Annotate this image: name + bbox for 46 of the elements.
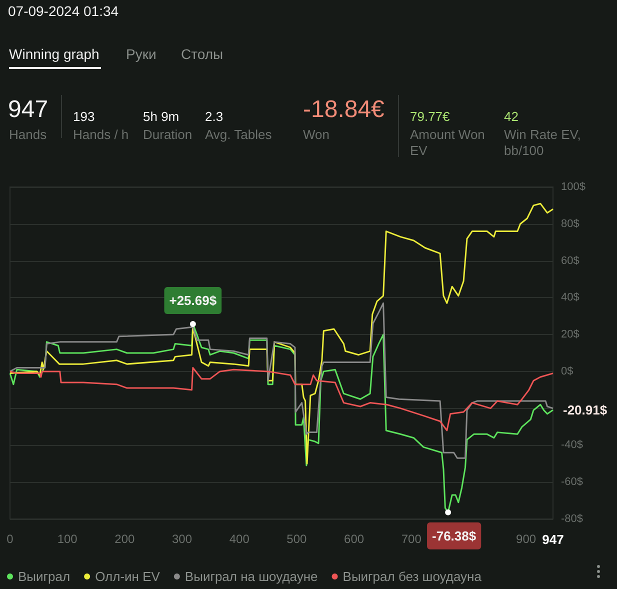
text: 79.77€ — [410, 109, 450, 125]
text: Hands / h — [73, 127, 129, 143]
annotation: +25.69$ — [169, 293, 218, 308]
annotation: -20.91$ — [563, 402, 608, 418]
line-series — [9, 367, 554, 432]
text: 947 — [8, 96, 48, 125]
text: 42 — [504, 109, 518, 125]
text: Winning graph — [9, 46, 100, 63]
x-tick-label: 0 — [6, 532, 14, 546]
x-tick-label: 900 — [516, 532, 536, 546]
y-tick-label: -40$ — [561, 439, 584, 452]
x-tick-label: 400 — [229, 532, 250, 546]
text: Руки — [126, 46, 156, 63]
chart-title: 07-09-2024 01:34 — [8, 3, 119, 20]
x-tick-label: 700 — [401, 532, 422, 546]
text: 5h 9m — [143, 109, 180, 125]
text: Win Rate EV, bb/100 — [504, 127, 582, 158]
legend-label: Выиграл — [18, 569, 70, 584]
y-tick-label: 100$ — [561, 181, 586, 193]
text: Столы — [181, 46, 224, 63]
x-tick-label: 600 — [344, 532, 364, 546]
text: Hands — [9, 127, 47, 143]
x-tick-label: 300 — [172, 532, 192, 546]
annotation: -76.38$ — [432, 528, 477, 544]
y-tick-label: 40$ — [561, 292, 580, 304]
legend-label: Выиграл на шоудауне — [184, 569, 318, 584]
y-tick-label: 20$ — [561, 328, 580, 341]
y-tick-label: -80$ — [561, 513, 584, 525]
y-tick-label: 0$ — [561, 365, 574, 378]
text: 2.3 — [205, 109, 224, 125]
x-tick-label: 200 — [114, 532, 136, 546]
x-tick-label: 947 — [542, 532, 564, 547]
text: Amount Won EV — [410, 127, 486, 158]
y-tick-label: 80$ — [561, 218, 580, 230]
text: 193 — [73, 109, 95, 125]
text: Avg. Tables — [205, 127, 272, 143]
text: -18.84€ — [303, 96, 384, 125]
legend-label: Олл-ин EV — [95, 569, 160, 584]
y-tick-label: -60$ — [561, 476, 584, 488]
legend-label: Выиграл без шоудауна — [342, 569, 482, 584]
x-tick-label: 500 — [286, 532, 308, 546]
x-tick-label: 100 — [57, 532, 78, 546]
line-series — [9, 202, 554, 464]
y-tick-label: 60$ — [561, 254, 580, 267]
text: Duration — [143, 127, 192, 143]
text: Won — [303, 127, 330, 143]
